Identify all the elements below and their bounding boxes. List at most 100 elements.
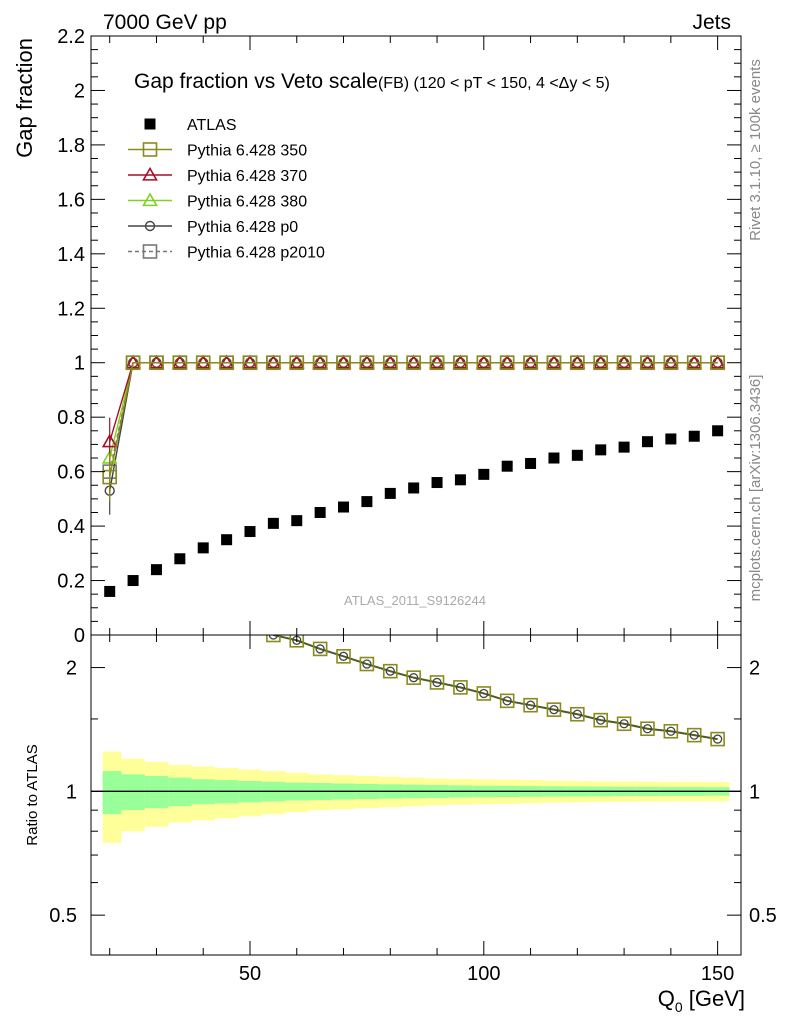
ratio-point-inner: [385, 666, 395, 676]
legend-marker-p380: [142, 192, 158, 207]
ratio-point: [312, 641, 328, 657]
ratio-point: [593, 712, 609, 728]
point-p370: [686, 354, 703, 369]
legend-label: Pythia 6.428 p2010: [187, 245, 325, 262]
ratio-point-inner: [642, 724, 653, 734]
point-p350: [266, 355, 281, 371]
ratio-point-inner: [549, 705, 559, 715]
point-p350: [406, 355, 421, 371]
point-p350: [686, 355, 702, 371]
point-p350: [359, 355, 375, 371]
series-p380: [101, 354, 726, 483]
upper-ytick-label: 0: [74, 625, 85, 647]
point-p350: [523, 355, 538, 371]
xtick-label: 50: [239, 963, 261, 985]
point-p350: [499, 355, 515, 371]
point-p350: [710, 355, 725, 371]
upper-ytick-label: 1.4: [57, 244, 85, 266]
point-p350: [593, 355, 609, 371]
point-atlas: [384, 487, 396, 499]
point-p350: [453, 355, 468, 371]
series-p350: [102, 355, 725, 502]
legend-marker-p350: [142, 142, 158, 157]
point-atlas: [431, 477, 443, 489]
lower-ytick-label-right: 1: [749, 781, 760, 803]
legend-label: ATLAS: [187, 117, 237, 134]
legend-label: Pythia 6.428 380: [187, 194, 307, 211]
legend-entry-p380: Pythia 6.428 380: [128, 192, 307, 211]
point-atlas: [221, 534, 233, 546]
legend-label: Pythia 6.428 370: [187, 168, 307, 185]
ratio-point-inner: [479, 688, 489, 699]
upper-ytick-label: 2.2: [57, 26, 85, 48]
ratio-point-inner: [338, 651, 349, 661]
rivet-label: Rivet 3.1.10, ≥ 100k events: [747, 59, 764, 241]
point-atlas: [712, 425, 724, 437]
point-p370: [101, 433, 118, 448]
ratio-point: [616, 716, 632, 732]
analysis-id: ATLAS_2011_S9126244: [344, 593, 486, 608]
upper-ytick-label: 0.6: [57, 462, 85, 484]
uncertainty-band-inner: [144, 775, 169, 809]
ratio-point: [499, 693, 515, 709]
upper-ytick-label: 1: [74, 353, 85, 375]
point-p370: [171, 354, 188, 369]
series-line-p2010: [109, 362, 718, 472]
point-p370: [616, 354, 632, 369]
legend-label: Pythia 6.428 p0: [187, 219, 298, 236]
point-p370: [312, 354, 329, 369]
legend-entry-p350: Pythia 6.428 350: [128, 142, 307, 160]
ratio-point: [429, 675, 445, 690]
lower-frame: [90, 634, 742, 956]
ratio-point-inner: [315, 644, 325, 654]
ratio-point-inner: [432, 677, 442, 688]
ratio-point-inner: [455, 682, 466, 693]
ratio-point-inner: [689, 730, 699, 740]
point-p350: [382, 355, 398, 371]
point-p350: [429, 355, 445, 371]
legend-label: Pythia 6.428 350: [187, 143, 307, 160]
point-p350: [336, 355, 351, 371]
point-p350: [616, 355, 632, 371]
point-p350: [125, 355, 141, 371]
point-atlas: [525, 457, 537, 469]
lower-ytick-label-right: 2: [749, 658, 760, 680]
ratio-point: [640, 721, 655, 737]
point-p350: [570, 355, 585, 371]
legend: ATLAS Pythia 6.428 350 Pythia 6.428 370 Pyt…: [128, 117, 325, 262]
x-axis-label: Q0 [GeV]: [658, 986, 745, 1015]
plot-title-sub: (FB) (120 < pT < 150, 4 <Δy < 5): [378, 75, 610, 92]
point-p370: [148, 354, 165, 369]
point-p370: [218, 354, 235, 369]
point-p370: [475, 354, 492, 369]
point-atlas: [478, 468, 490, 480]
plot-title: Gap fraction vs Veto scale(FB) (120 < pT…: [134, 70, 610, 93]
header-collision: 7000 GeV pp: [103, 11, 227, 34]
lower-ylabel: Ratio to ATLAS: [24, 744, 41, 845]
point-p370: [499, 354, 516, 369]
point-p370: [382, 354, 399, 369]
point-p370: [662, 354, 679, 369]
point-atlas: [127, 575, 139, 587]
uncertainty-band-inner: [102, 771, 122, 815]
upper-ylabel: Gap fraction: [12, 38, 37, 158]
point-p370: [522, 354, 539, 369]
point-atlas: [688, 430, 700, 442]
point-p370: [242, 354, 258, 369]
ratio-point: [382, 663, 398, 679]
point-p370: [195, 354, 212, 369]
point-atlas: [665, 433, 677, 445]
point-p350: [312, 355, 328, 371]
point-atlas: [197, 542, 209, 554]
point-atlas: [361, 496, 373, 508]
point-p350: [102, 469, 118, 485]
series-atlas: [104, 425, 724, 597]
point-p370: [405, 354, 422, 369]
x-axis-label-subscript: 0: [675, 999, 683, 1015]
point-p350: [149, 355, 164, 371]
series-p2010: [102, 355, 725, 496]
ratio-point: [663, 723, 679, 739]
svg-text:Gap fraction vs Veto scale(FB): Gap fraction vs Veto scale(FB) (120 < pT…: [134, 70, 610, 93]
point-atlas: [291, 515, 303, 527]
